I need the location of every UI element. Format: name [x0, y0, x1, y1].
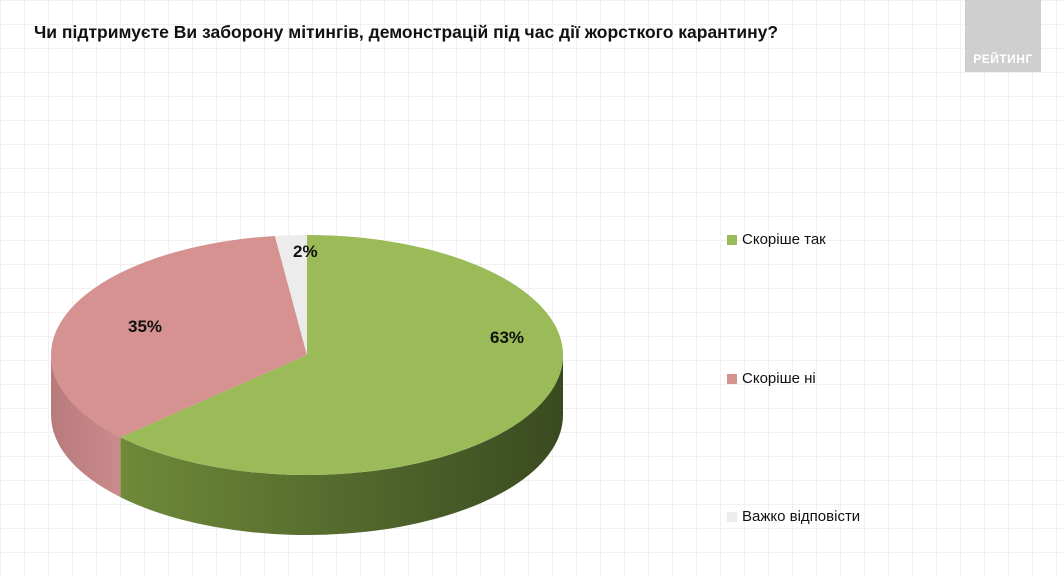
legend-label: Скоріше так: [742, 231, 826, 248]
rating-logo: РЕЙТИНГ: [965, 0, 1041, 72]
chart-title: Чи підтримуєте Ви заборону мітингів, дем…: [34, 22, 779, 42]
legend-label: Важко відповісти: [742, 508, 861, 525]
legend-swatch: [727, 373, 737, 384]
legend-item-1: Скоріше ні: [727, 370, 816, 387]
pie-slice-0: [120, 235, 563, 475]
pie-side-0: [120, 355, 563, 536]
legend-item-2: Важко відповісти: [727, 508, 860, 525]
legend-label: Скоріше ні: [742, 370, 816, 387]
pie-side-1: [51, 355, 121, 498]
legend-swatch: [727, 511, 737, 522]
legend-item-0: Скоріше так: [727, 231, 826, 248]
legend-swatch: [727, 234, 737, 245]
data-label-0: 63%: [490, 328, 524, 347]
data-label-1: 35%: [128, 317, 162, 336]
data-label-2: 2%: [293, 242, 318, 261]
logo-text: РЕЙТИНГ: [973, 52, 1033, 66]
pie-slice-2: [274, 235, 307, 355]
pie-slice-1: [50, 235, 307, 438]
